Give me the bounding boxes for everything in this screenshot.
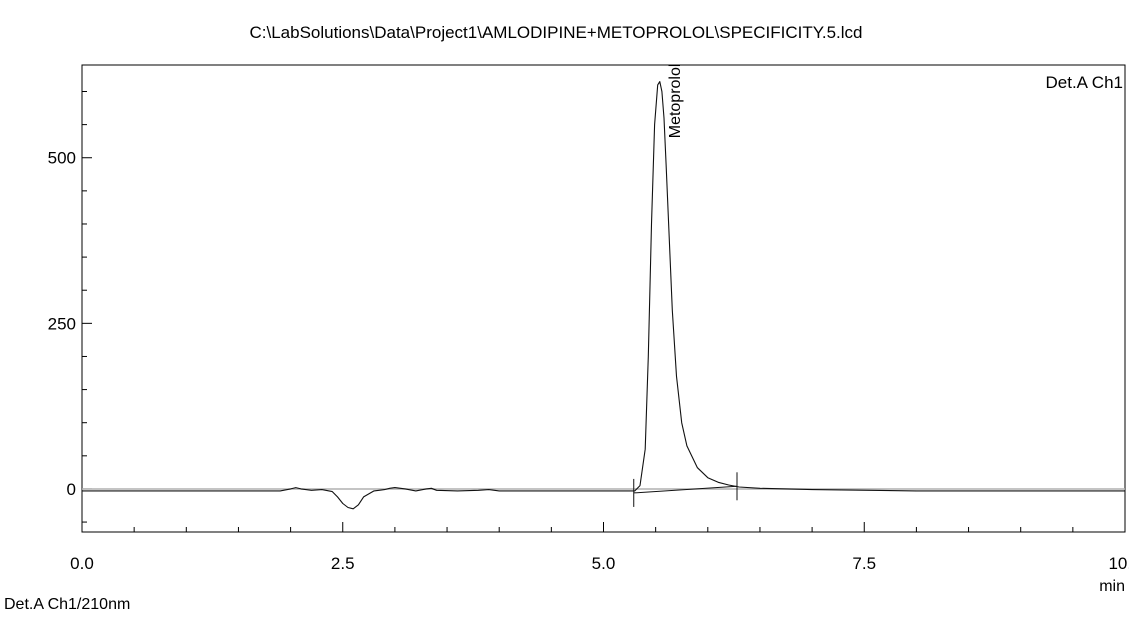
x-tick-label: 7.5 xyxy=(852,554,876,573)
plot-area: Metoprolol xyxy=(82,64,1125,510)
x-tick-label: 2.5 xyxy=(331,554,355,573)
y-tick-label: 0 xyxy=(67,480,76,499)
plot-frame xyxy=(81,64,1126,533)
x-tick-label: 0.0 xyxy=(70,554,94,573)
detector-label: Det.A Ch1/210nm xyxy=(4,596,131,613)
y-tick-label: 500 xyxy=(48,149,76,168)
y-axis: 0 250 500 xyxy=(48,90,92,523)
y-tick-label: 250 xyxy=(48,314,76,333)
peak-label: Metoprolol xyxy=(667,64,684,139)
chromatogram-trace xyxy=(82,81,1125,510)
peak-baseline xyxy=(633,485,738,494)
chart-title: C:\LabSolutions\Data\Project1\AMLODIPINE… xyxy=(249,23,862,42)
x-tick-label: 10.0 xyxy=(1108,554,1129,573)
x-axis: 0.0 2.5 5.0 7.5 10.0 xyxy=(70,522,1129,573)
x-axis-unit: min xyxy=(1099,578,1125,595)
channel-label: Det.A Ch1 xyxy=(1046,73,1124,92)
x-tick-label: 5.0 xyxy=(592,554,616,573)
